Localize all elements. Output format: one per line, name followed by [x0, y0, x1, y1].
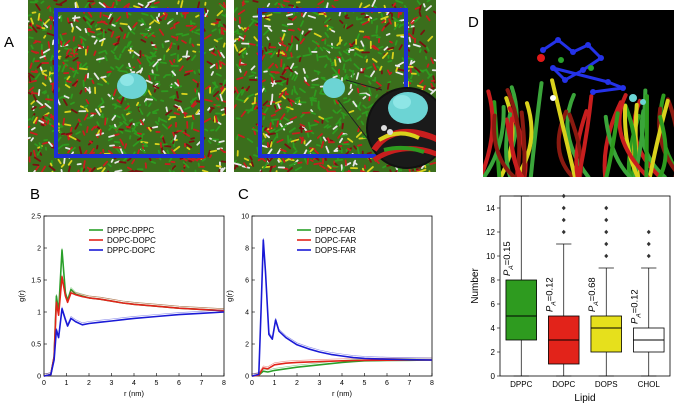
binding-site-rendering — [483, 10, 674, 177]
x-tick-label: DOPS — [595, 380, 618, 389]
outlier-marker — [604, 217, 609, 223]
outlier-marker — [646, 253, 651, 259]
outlier-marker — [561, 229, 566, 235]
rdf-chart-lipid-lipid: 0 1 2 3 4 5 6 7 8 0 0.5 1 1.5 2 2.5 r (nm) g(r) DPPC-DPPC… — [17, 214, 226, 399]
membrane-snapshot-right-image — [234, 0, 436, 172]
y-tick-label: 2 — [37, 246, 41, 253]
outlier-marker — [561, 205, 566, 211]
x-tick-label: 5 — [155, 380, 159, 387]
y-tick-label: 10 — [486, 252, 495, 261]
x-tick-label: CHOL — [638, 380, 661, 389]
rdf-chart-lipid-far: 0 1 2 3 4 5 6 7 8 0 2 4 6 8 10 r (nm) g(r) DPPC-FARDOPC-F… — [225, 214, 434, 399]
y-tick-label: 14 — [486, 204, 495, 213]
pa-annotation: PA=0.15 — [502, 241, 515, 276]
x-tick-label: 7 — [408, 380, 412, 387]
y-tick-label: 2 — [245, 342, 249, 349]
outlier-marker — [561, 193, 566, 199]
x-tick-label: 2 — [295, 380, 299, 387]
series-line-dops-far — [251, 239, 433, 377]
y-tick-label: 0.5 — [31, 342, 41, 349]
x-tick-label: 0 — [250, 380, 254, 387]
simulation-box-outline — [258, 8, 408, 158]
series-line-dopc-far — [251, 359, 432, 377]
legend-label: DPPC-DPPC — [107, 226, 154, 235]
series-line-dopc-dopc — [43, 276, 225, 377]
legend-label: DOPC-DOPC — [107, 236, 156, 245]
y-tick-label: 4 — [491, 324, 496, 333]
x-tick-label: 3 — [110, 380, 114, 387]
y-tick-label: 0 — [491, 372, 496, 381]
y-tick-label: 8 — [245, 246, 249, 253]
x-axis-label: r (nm) — [124, 389, 144, 398]
x-tick-label: 7 — [200, 380, 204, 387]
legend-label: DOPS-FAR — [315, 246, 356, 255]
pa-annotation: PA=0.12 — [544, 277, 557, 312]
y-tick-label: 6 — [491, 300, 496, 309]
y-tick-label: 2 — [491, 348, 496, 357]
membrane-snapshot-left — [28, 0, 226, 172]
plot-frame — [499, 195, 671, 377]
y-axis-label: g(r) — [225, 290, 234, 302]
panel-label-a: A — [4, 34, 15, 51]
outlier-marker — [561, 217, 566, 223]
x-tick-label: 3 — [318, 380, 322, 387]
legend-label: DPPC-FAR — [315, 226, 356, 235]
legend-label: DOPC-FAR — [315, 236, 357, 245]
panel-label-d: D — [468, 14, 479, 31]
x-tick-label: 1 — [65, 380, 69, 387]
zoom-inset — [366, 87, 436, 169]
x-tick-label: 6 — [385, 380, 389, 387]
box-dopc — [548, 193, 580, 377]
y-tick-label: 12 — [486, 228, 495, 237]
outlier-marker — [646, 229, 651, 235]
box-dppc — [505, 195, 537, 377]
x-tick-label: 5 — [363, 380, 367, 387]
pa-annotation: PA=0.12 — [629, 289, 642, 324]
x-axis-label: r (nm) — [332, 389, 352, 398]
y-axis-label: g(r) — [17, 290, 26, 302]
y-tick-label: 0 — [37, 374, 41, 381]
membrane-snapshot-right — [234, 0, 436, 172]
series-line-dppc-dopc — [43, 308, 225, 377]
x-tick-label: 4 — [340, 380, 344, 387]
y-tick-label: 1.5 — [31, 278, 41, 285]
x-tick-label: 4 — [132, 380, 136, 387]
binding-site-rendering-image — [483, 10, 674, 177]
y-axis-label: Number — [470, 268, 481, 304]
y-tick-label: 1 — [37, 310, 41, 317]
x-tick-label: 2 — [87, 380, 91, 387]
outlier-marker — [604, 229, 609, 235]
membrane-snapshot-left-image — [28, 0, 226, 172]
x-tick-label: 1 — [273, 380, 277, 387]
x-tick-label: 0 — [42, 380, 46, 387]
x-tick-label: 8 — [222, 380, 226, 387]
boxplot-lipid-number: 0 2 4 6 8 10 12 14 Number Lipid DPPC PA=0.15 DOPC PA=… — [470, 193, 671, 404]
outlier-marker — [646, 241, 651, 247]
x-tick-label: 6 — [177, 380, 181, 387]
y-tick-label: 6 — [245, 278, 249, 285]
panel-label-b: B — [30, 186, 41, 203]
y-tick-label: 4 — [245, 310, 249, 317]
outlier-marker — [604, 205, 609, 211]
y-tick-label: 8 — [491, 276, 496, 285]
y-tick-label: 10 — [241, 214, 249, 221]
outlier-marker — [604, 241, 609, 247]
x-tick-label: DPPC — [510, 380, 532, 389]
y-tick-label: 2.5 — [31, 214, 41, 221]
x-tick-label: 8 — [430, 380, 434, 387]
panel-label-c: C — [238, 186, 249, 203]
y-tick-label: 0 — [245, 374, 249, 381]
protein-cluster — [323, 78, 345, 98]
pa-annotation: PA=0.68 — [587, 277, 600, 312]
outlier-marker — [604, 253, 609, 259]
x-tick-label: DOPC — [552, 380, 575, 389]
x-axis-label: Lipid — [574, 393, 595, 404]
simulation-box-outline — [54, 8, 204, 158]
legend-label: DPPC-DOPC — [107, 246, 155, 255]
